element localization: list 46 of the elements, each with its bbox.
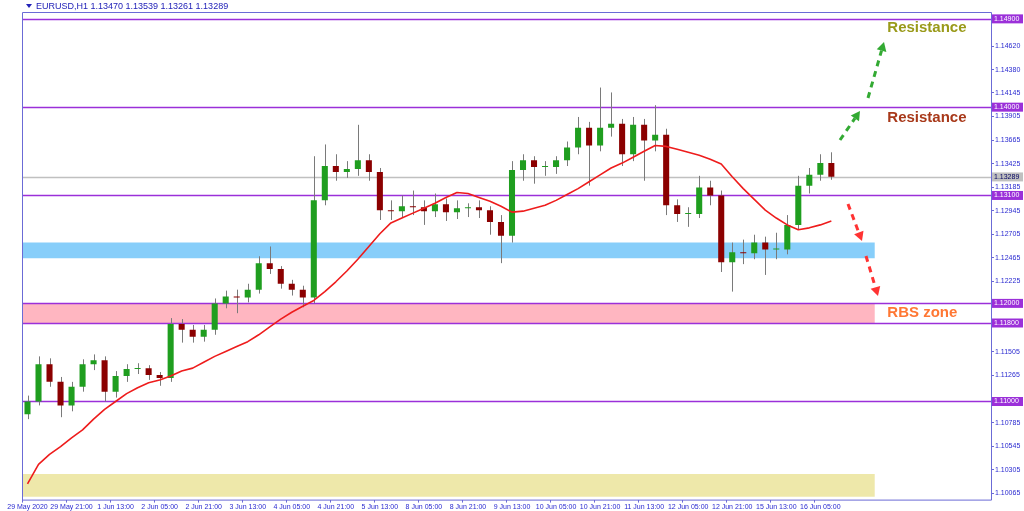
- candlestick: [178, 318, 185, 344]
- annotation: Resistance: [887, 107, 967, 125]
- candlestick: [519, 153, 527, 182]
- candlestick: [575, 116, 582, 155]
- candlestick: [453, 199, 460, 220]
- candlestick: [773, 232, 780, 260]
- candlestick: [608, 91, 615, 138]
- candlestick: [79, 358, 86, 393]
- candlestick: [365, 153, 372, 182]
- candlestick: [564, 141, 571, 167]
- candlestick: [817, 153, 824, 182]
- candlestick: [740, 239, 747, 265]
- annotation: Resistance: [887, 18, 967, 36]
- chart-title: EURUSD,H1 1.13470 1.13539 1.13261 1.13289: [36, 1, 229, 11]
- candlestick: [354, 124, 361, 177]
- candlestick: [409, 190, 416, 216]
- candlestick: [806, 167, 813, 194]
- candlestick: [233, 289, 240, 314]
- band-label: RBS zone: [887, 303, 958, 321]
- candlestick: [751, 234, 758, 260]
- candlestick: [46, 357, 53, 388]
- candlestick: [442, 197, 449, 222]
- candlestick: [542, 160, 549, 177]
- candlestick: [134, 362, 141, 375]
- candlestick: [332, 153, 339, 182]
- candlestick: [387, 199, 394, 221]
- candlestick: [641, 118, 648, 182]
- candlestick: [57, 376, 64, 418]
- candlestick: [674, 198, 681, 223]
- candlestick: [685, 206, 692, 228]
- candlestick: [266, 245, 273, 275]
- candlestick: [68, 381, 75, 412]
- candlestick: [729, 242, 736, 293]
- candlestick: [497, 214, 505, 264]
- candlestick: [24, 395, 31, 420]
- candlestick: [531, 155, 538, 185]
- candlestick: [431, 193, 438, 218]
- candlestick: [586, 121, 593, 187]
- candlestick: [112, 370, 119, 399]
- candlestick: [828, 151, 835, 181]
- candlestick: [398, 194, 405, 218]
- candlestick: [277, 265, 284, 290]
- candlestick: [597, 87, 604, 152]
- candlestick: [652, 104, 659, 152]
- candlestick: [486, 205, 494, 236]
- candlestick: [464, 202, 471, 218]
